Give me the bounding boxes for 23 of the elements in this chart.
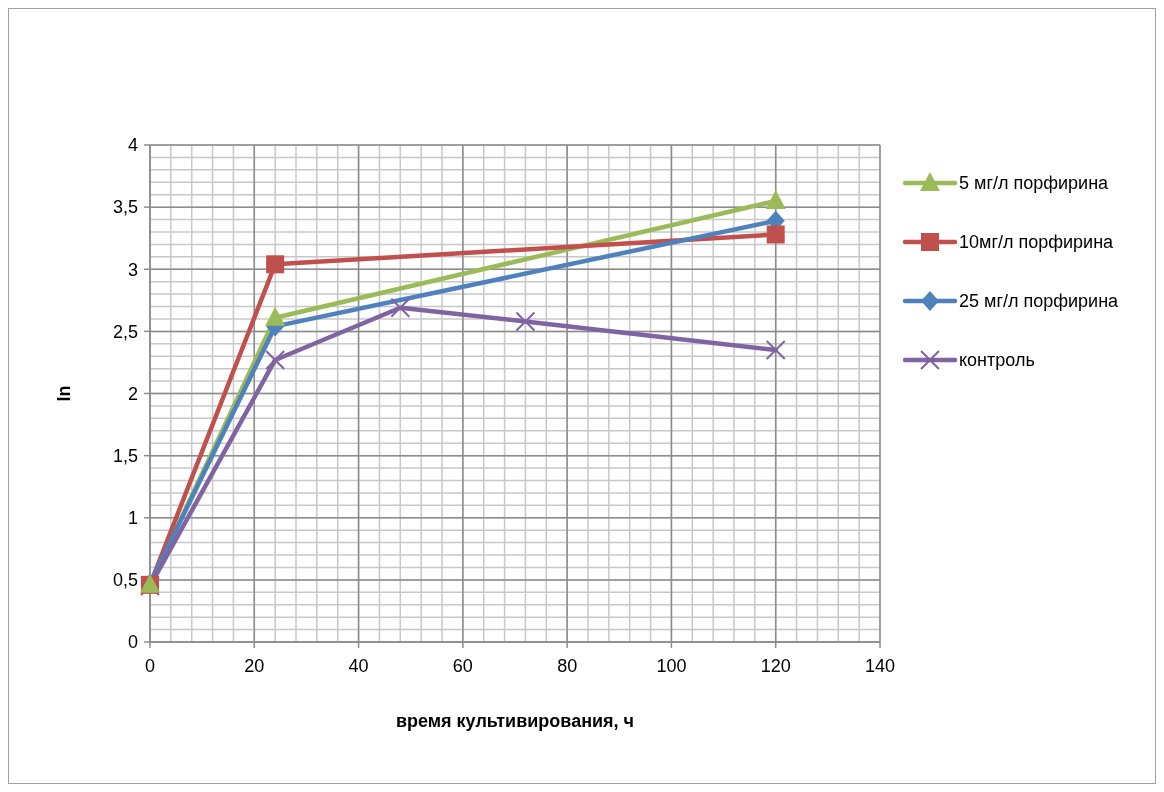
- legend-label: 10мг/л порфирина: [959, 232, 1115, 253]
- x-tick-label: 0: [144, 656, 156, 676]
- y-axis-title: ln: [54, 385, 74, 402]
- x-tick-label: 100: [656, 656, 687, 676]
- x-tick-label: 60: [452, 656, 473, 676]
- y-tick-label: 1: [127, 508, 138, 529]
- y-tick-label: 0,5: [112, 570, 138, 591]
- y-tick-label: 2,5: [112, 321, 138, 342]
- legend-label: контроль: [959, 350, 1035, 371]
- x-tick-label: 80: [557, 656, 578, 676]
- y-tick-label: 3,5: [112, 197, 138, 218]
- x-tick-label: 120: [760, 656, 791, 676]
- x-tick-label: 40: [348, 656, 369, 676]
- y-tick-label: 4: [127, 135, 138, 156]
- x-axis-title: время культивирования, ч: [395, 711, 635, 731]
- legend-label: 25 мг/л порфирина: [959, 291, 1120, 312]
- y-tick-label: 1,5: [112, 445, 138, 466]
- y-tick-label: 3: [127, 259, 138, 280]
- x-tick-label: 20: [244, 656, 265, 676]
- legend-label: 5 мг/л порфирина: [959, 173, 1110, 194]
- x-tick-label: 140: [864, 656, 896, 676]
- y-tick-label: 0: [127, 632, 138, 653]
- y-tick-label: 2: [127, 383, 138, 404]
